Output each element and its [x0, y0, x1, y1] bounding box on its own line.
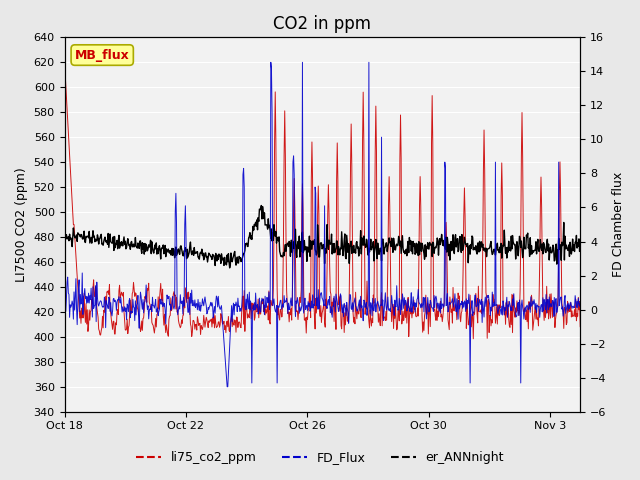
Text: MB_flux: MB_flux — [75, 48, 129, 61]
Title: CO2 in ppm: CO2 in ppm — [273, 15, 371, 33]
Y-axis label: LI7500 CO2 (ppm): LI7500 CO2 (ppm) — [15, 167, 28, 282]
Y-axis label: FD Chamber flux: FD Chamber flux — [612, 172, 625, 277]
Legend: li75_co2_ppm, FD_Flux, er_ANNnight: li75_co2_ppm, FD_Flux, er_ANNnight — [131, 446, 509, 469]
